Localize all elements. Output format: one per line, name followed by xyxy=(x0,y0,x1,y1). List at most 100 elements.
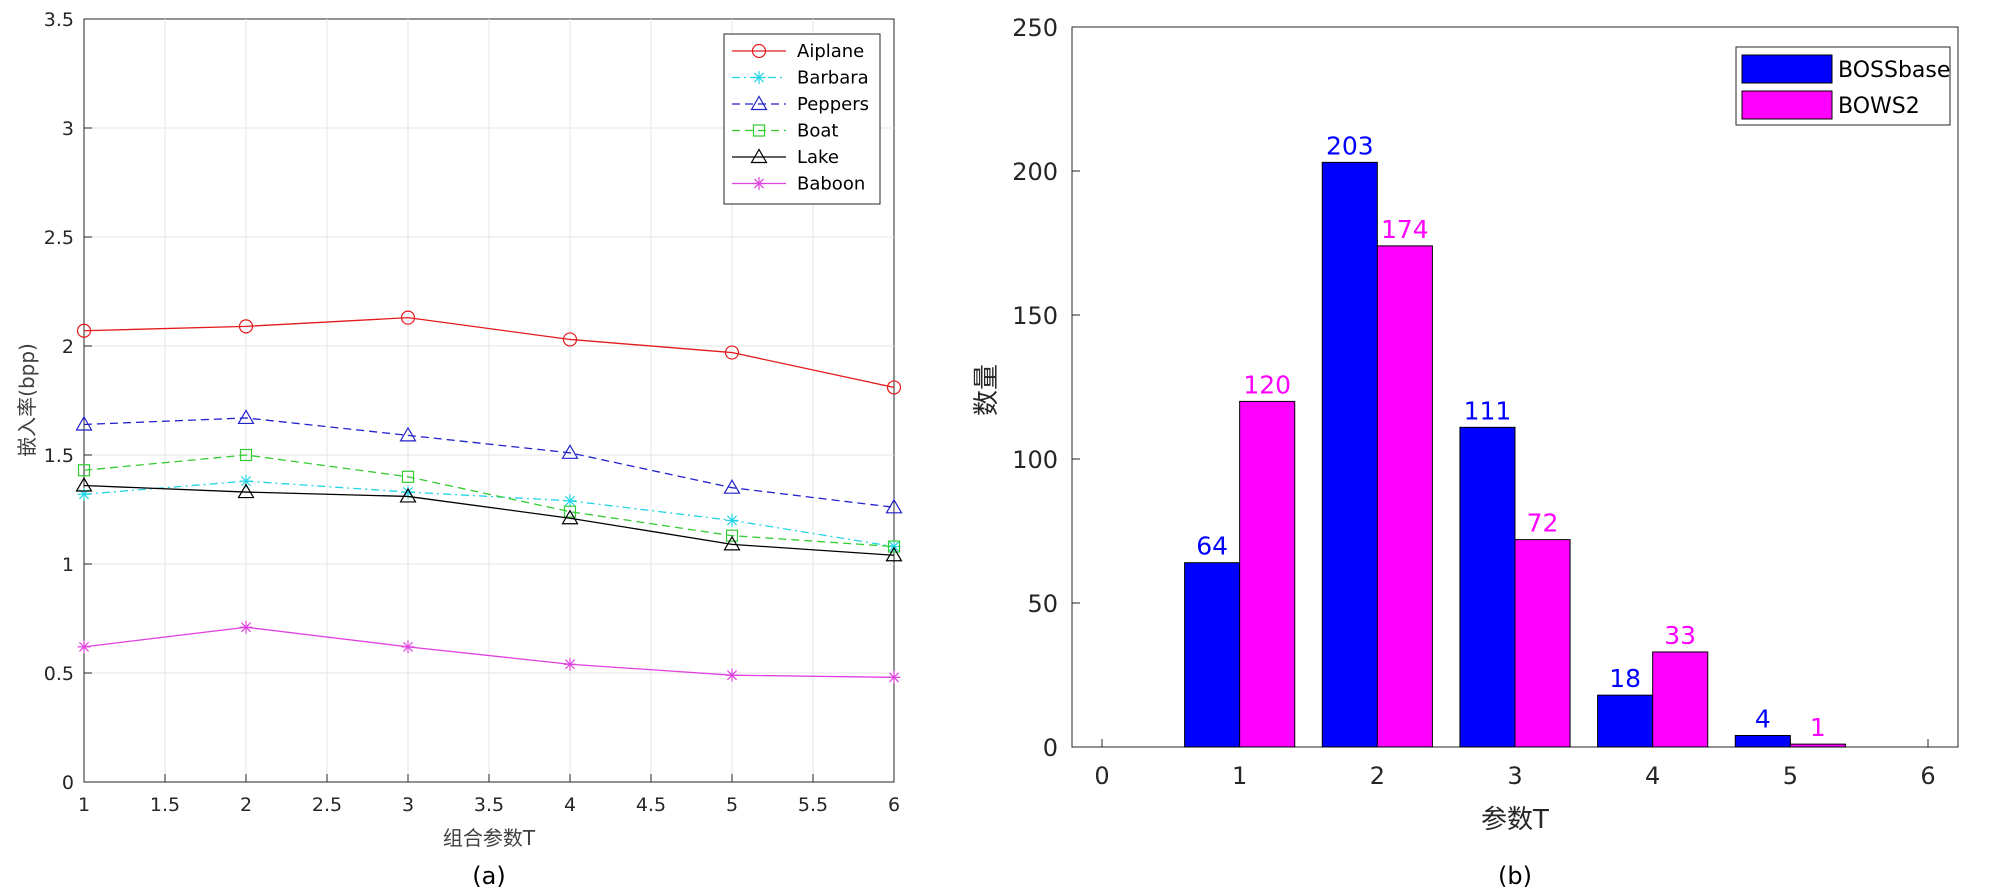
x-tick-label: 5 xyxy=(726,794,738,816)
legend-marker xyxy=(751,43,767,59)
data-point xyxy=(561,444,579,459)
y-tick-label: 150 xyxy=(1012,302,1058,330)
data-label: 72 xyxy=(1527,509,1559,538)
legend-label: BOWS2 xyxy=(1838,94,1920,119)
data-point xyxy=(75,476,93,492)
data-label: 203 xyxy=(1326,131,1374,160)
data-point xyxy=(885,546,903,562)
y-tick-label: 3 xyxy=(62,118,74,140)
bar-bows2 xyxy=(1789,743,1846,748)
x-tick-label: 2.5 xyxy=(312,794,342,816)
legend-item-lake: Lake xyxy=(732,147,839,168)
data-point xyxy=(239,448,253,462)
legend-marker xyxy=(750,148,768,164)
data-point xyxy=(239,474,253,488)
y-tick-label: 2 xyxy=(62,336,74,358)
legend-label: Boat xyxy=(797,121,838,142)
series-line xyxy=(83,484,895,556)
line-chart-a: 1 1.5 2 2.5 3 3.5 4 4.5 5 5.5 6 0 0.5 1 1.5 2 2.5 3 3.5 组… xyxy=(15,9,903,890)
data-label: 1 xyxy=(1810,713,1826,742)
data-point xyxy=(237,409,255,425)
series-a xyxy=(75,310,903,684)
data-point xyxy=(239,620,253,634)
data-point xyxy=(724,345,740,360)
bar-bows2 xyxy=(1514,539,1571,748)
data-point xyxy=(75,415,93,431)
x-ticks-a: 1 1.5 2 2.5 3 3.5 4 4.5 5 5.5 6 xyxy=(78,774,900,816)
y-tick-label: 1 xyxy=(62,554,74,576)
data-point xyxy=(563,494,577,508)
data-label: 111 xyxy=(1464,396,1512,425)
legend-item-boat: Boat xyxy=(732,121,838,142)
legend-label: Barbara xyxy=(797,68,869,89)
data-point xyxy=(885,498,903,514)
data-label: 64 xyxy=(1196,532,1228,561)
y-axis-label-a: 嵌入率(bpp) xyxy=(15,343,39,457)
bar-bows2 xyxy=(1652,651,1709,748)
x-tick-label: 3 xyxy=(402,794,414,816)
x-tick-label: 1 xyxy=(78,794,90,816)
data-point xyxy=(401,470,415,483)
x-tick-label: 2 xyxy=(240,794,252,816)
data-point xyxy=(401,640,415,654)
y-tick-label: 0.5 xyxy=(44,663,74,685)
data-point xyxy=(886,380,902,395)
data-point xyxy=(562,332,578,347)
data-point xyxy=(77,464,91,477)
data-label: 18 xyxy=(1609,664,1641,693)
legend-label: Peppers xyxy=(797,94,869,115)
data-point xyxy=(887,540,901,553)
y-axis-label-b: 数量 xyxy=(972,364,1002,416)
series-line xyxy=(83,317,895,389)
x-tick-label: 0 xyxy=(1094,762,1109,790)
data-point xyxy=(399,426,417,442)
x-tick-label: 4 xyxy=(564,794,576,816)
y-tick-label: 3.5 xyxy=(44,9,74,31)
bar-bows2 xyxy=(1376,245,1433,748)
data-label: 33 xyxy=(1664,621,1696,650)
data-point xyxy=(76,323,92,338)
series-line xyxy=(83,454,895,548)
bar-bossbase xyxy=(1321,161,1378,748)
bar-bossbase xyxy=(1184,562,1241,748)
y-tick-label: 100 xyxy=(1012,446,1058,474)
x-tick-label: 4.5 xyxy=(636,794,666,816)
legend-item-barbara: Barbara xyxy=(732,68,869,89)
x-tick-label: 3.5 xyxy=(474,794,504,816)
data-point xyxy=(887,670,901,684)
x-tick-label: 4 xyxy=(1645,762,1660,790)
series-line xyxy=(83,626,895,679)
data-point xyxy=(561,509,579,525)
y-tick-label: 1.5 xyxy=(44,445,74,467)
legend-item-aiplane: Aiplane xyxy=(732,41,864,62)
data-point xyxy=(563,505,577,518)
legend-item-bossbase: BOSSbase xyxy=(1741,54,1950,84)
data-point xyxy=(723,535,741,551)
y-ticks-a: 0 0.5 1 1.5 2 2.5 3 3.5 xyxy=(44,9,92,794)
bar-bows2 xyxy=(1239,400,1296,748)
legend-label: Aiplane xyxy=(797,41,864,62)
y-tick-label: 50 xyxy=(1027,590,1058,618)
data-point xyxy=(238,319,254,334)
x-tick-label: 1.5 xyxy=(150,794,180,816)
x-axis-label-a: 组合参数T xyxy=(443,826,536,850)
data-point xyxy=(725,529,739,542)
legend-label: BOSSbase xyxy=(1838,58,1950,83)
data-point xyxy=(723,478,741,494)
data-point xyxy=(77,487,91,501)
data-point xyxy=(400,310,416,325)
data-label: 4 xyxy=(1755,704,1771,733)
data-label: 120 xyxy=(1243,370,1291,399)
data-point xyxy=(399,487,417,503)
legend-marker xyxy=(752,177,766,190)
x-tick-label: 5 xyxy=(1783,762,1798,790)
y-tick-label: 0 xyxy=(62,772,74,794)
series-boat xyxy=(77,448,901,553)
bar-bossbase xyxy=(1734,734,1791,748)
y-tick-label: 2.5 xyxy=(44,227,74,249)
series-lake xyxy=(75,476,903,562)
data-label: 174 xyxy=(1381,215,1429,244)
data-point xyxy=(725,513,739,527)
